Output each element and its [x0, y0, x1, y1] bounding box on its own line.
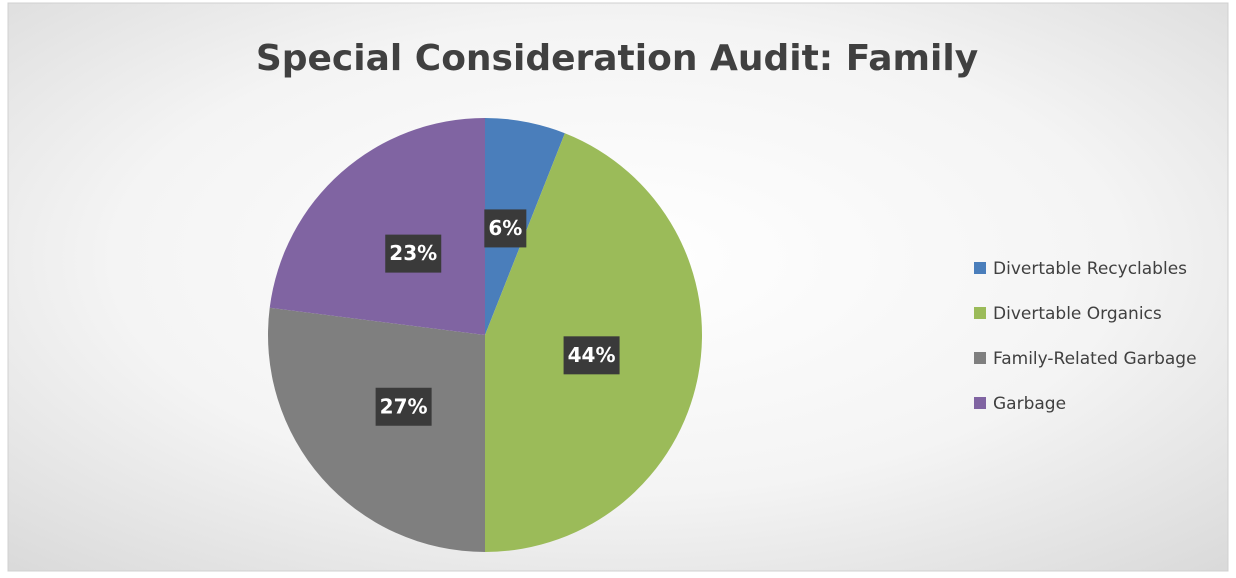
- data-label: 23%: [389, 241, 437, 265]
- chart-title: Special Consideration Audit: Family: [256, 38, 978, 79]
- legend-swatch: [974, 262, 986, 274]
- data-label: 27%: [380, 394, 428, 418]
- data-label-box: [375, 387, 432, 426]
- data-label-box: [484, 209, 527, 248]
- data-label: 6%: [488, 216, 522, 240]
- data-label-box: [385, 234, 442, 273]
- legend-swatch: [974, 307, 986, 319]
- legend-label: Family-Related Garbage: [993, 349, 1197, 369]
- pie-slice: [267, 307, 485, 552]
- legend-label: Garbage: [993, 394, 1066, 414]
- data-label: 44%: [568, 343, 616, 367]
- data-label-box: [563, 336, 620, 375]
- pie-slice: [269, 118, 485, 335]
- legend-label: Divertable Recyclables: [993, 259, 1187, 279]
- legend-swatch: [974, 397, 986, 409]
- legend-swatch: [974, 352, 986, 364]
- legend-label: Divertable Organics: [993, 304, 1162, 324]
